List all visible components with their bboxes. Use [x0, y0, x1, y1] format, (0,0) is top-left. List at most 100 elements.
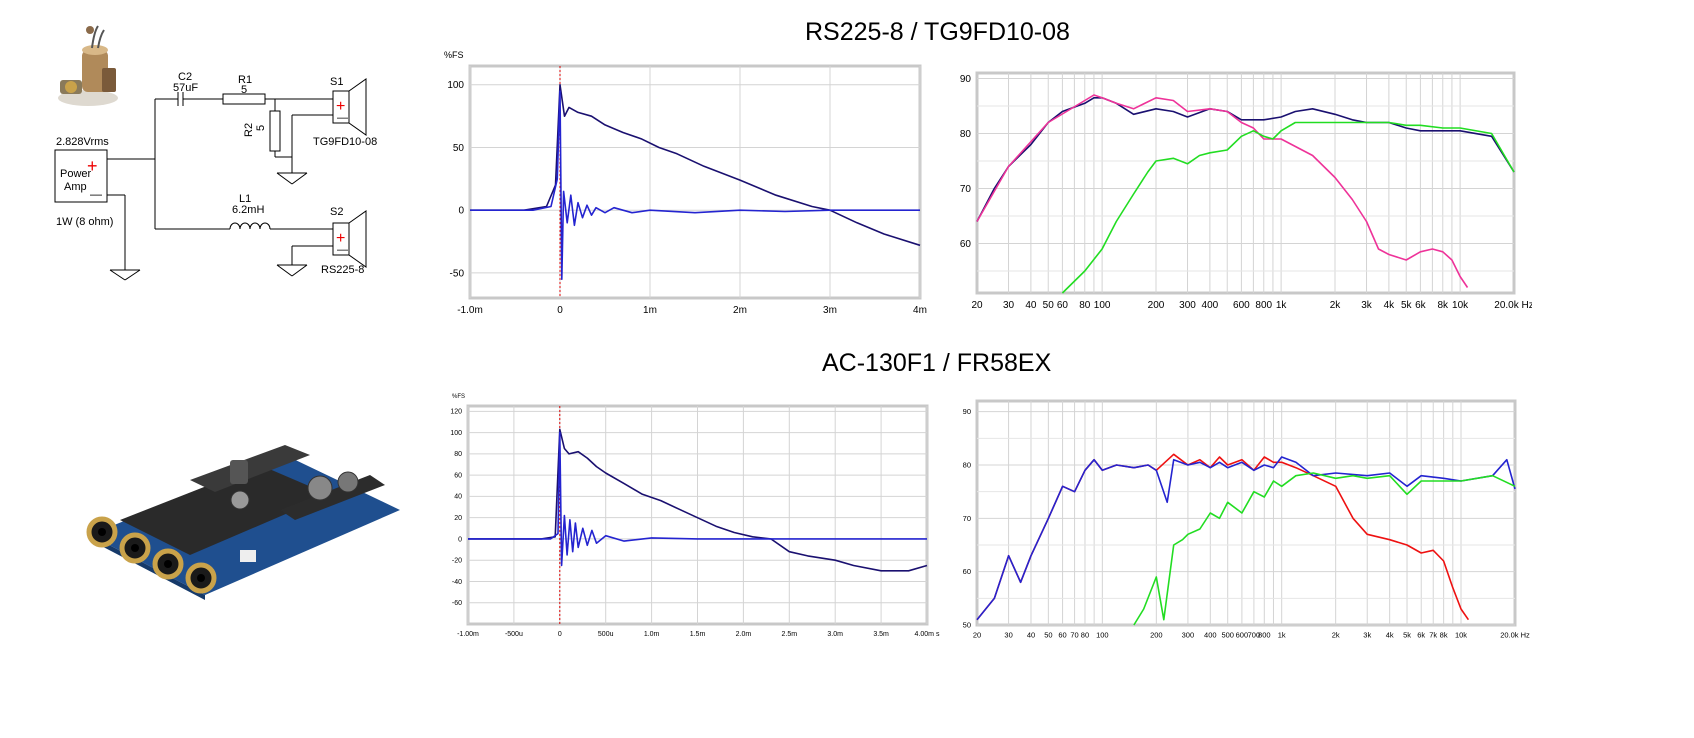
x-tick-label: 0 — [557, 305, 563, 316]
y-tick-label: 20 — [454, 515, 462, 522]
x-tick-label: 1k — [1276, 300, 1288, 311]
source-voltage-label: 2.828Vrms — [56, 136, 109, 148]
x-tick-label: 60 — [1058, 631, 1066, 640]
x-tick-label: -1.00m — [457, 631, 479, 638]
amp-label-2: Amp — [64, 181, 87, 193]
series-line-navy — [468, 428, 928, 572]
y-tick-label: 40 — [454, 494, 462, 501]
x-tick-label: 50 — [1043, 300, 1055, 311]
x-tick-label: 4.00m s — [915, 631, 940, 638]
x-tick-label: 8k — [1437, 300, 1449, 311]
x-tick-label: 100 — [1096, 631, 1109, 640]
l1-value-label: 6.2mH — [232, 204, 264, 216]
x-tick-label: 1.0m — [644, 631, 660, 638]
impulse-chart-top: -1.0m 0 1m 2m 3m 4m 100 50 0 -50 %FS — [440, 48, 935, 316]
x-tick-label: 200 — [1148, 300, 1165, 311]
r2-name-label: R2 — [243, 123, 255, 137]
y-tick-label: 0 — [458, 536, 462, 543]
x-tick-label: 700 — [1248, 631, 1261, 640]
x-tick-label: 500 — [1221, 631, 1234, 640]
s1-minus-sign: — — [337, 112, 348, 124]
s2-model-label: RS225-8 — [321, 264, 364, 276]
x-tick-label: 200 — [1150, 631, 1163, 640]
c2-value-label: 57uF — [173, 82, 198, 94]
x-tick-label: 2m — [733, 305, 747, 316]
x-tick-label: 5k — [1403, 631, 1411, 640]
x-tick-label: 3k — [1361, 300, 1373, 311]
x-tick-label: 10k — [1455, 631, 1467, 640]
y-tick-label: 70 — [960, 184, 972, 195]
y-tick-label: 90 — [963, 407, 971, 416]
x-tick-label: 5k — [1401, 300, 1413, 311]
x-tick-label: 3m — [823, 305, 837, 316]
x-tick-label: 500u — [598, 631, 614, 638]
r2-value-label: 5 — [255, 125, 267, 131]
frequency-chart-top: 20 30 40 50 60 80 100 200 300 400 600 800 1k 2k 3k 4k 5k… — [952, 65, 1534, 315]
r1-name-label: R1 — [238, 74, 252, 86]
x-tick-label: 2.0m — [736, 631, 752, 638]
y-tick-label: -20 — [452, 558, 462, 565]
x-tick-label: 2k — [1332, 631, 1340, 640]
x-tick-label: 300 — [1182, 631, 1195, 640]
plot-frame — [468, 64, 922, 300]
amp-minus-sign: — — [90, 187, 102, 201]
y-tick-label: 60 — [960, 239, 972, 250]
dsp-board-photo — [80, 440, 410, 600]
y-tick-label: 0 — [458, 206, 464, 217]
x-tick-label: 4k — [1386, 631, 1394, 640]
title-top: RS225-8 / TG9FD10-08 — [805, 18, 1070, 46]
frequency-chart-bottom: 20 30 40 50 60 70 80 100 200 300 400 500 600 700 800 1k… — [952, 393, 1532, 645]
y-tick-label: 100 — [450, 430, 462, 437]
impulse-chart-bottom: -1.00m -500u 0 500u 1.0m 1.5m 2.0m 2.5m 3.0m 3.5m… — [440, 388, 940, 644]
y-tick-label: -60 — [452, 600, 462, 607]
x-tick-label: 50 — [1044, 631, 1052, 640]
grid — [977, 73, 1514, 293]
x-tick-label: 800 — [1258, 631, 1271, 640]
x-tick-label: 1.5m — [690, 631, 706, 638]
crossover-components-photo — [52, 18, 124, 110]
y-tick-label: 50 — [963, 621, 971, 630]
s1-model-label: TG9FD10-08 — [313, 136, 377, 148]
x-tick-label: 20.0k Hz — [1500, 631, 1530, 640]
x-tick-label: 60 — [1057, 300, 1069, 311]
y-tick-label: -50 — [450, 268, 465, 279]
x-tick-label: -1.0m — [457, 305, 483, 316]
x-tick-label: 3k — [1363, 631, 1371, 640]
y-tick-label: 60 — [963, 567, 971, 576]
x-tick-label: 7k — [1429, 631, 1437, 640]
x-tick-label: 100 — [1094, 300, 1111, 311]
series-line-green — [1061, 121, 1515, 294]
l1-name-label: L1 — [239, 193, 251, 205]
series-line-green — [1133, 472, 1516, 626]
s1-plus-sign: + — [336, 98, 345, 115]
x-tick-label: 300 — [1179, 300, 1196, 311]
x-tick-label: 20 — [971, 300, 983, 311]
grid — [467, 406, 928, 624]
x-tick-label: 30 — [1003, 300, 1015, 311]
c2-name-label: C2 — [178, 71, 192, 83]
y-tick-label: 90 — [960, 74, 972, 85]
x-tick-label: 600 — [1233, 300, 1250, 311]
x-tick-label: 10k — [1452, 300, 1469, 311]
y-tick-label: 80 — [963, 461, 971, 470]
s2-name-label: S2 — [330, 206, 343, 218]
x-tick-label: 3.0m — [827, 631, 843, 638]
y-tick-label: 100 — [447, 80, 464, 91]
x-tick-label: 6k — [1415, 300, 1427, 311]
x-tick-label: 2.5m — [782, 631, 798, 638]
x-tick-label: 8k — [1440, 631, 1448, 640]
x-tick-label: -500u — [505, 631, 523, 638]
series-line-blue — [976, 456, 1516, 621]
y-tick-label: 80 — [960, 129, 972, 140]
y-tick-label: -40 — [452, 579, 462, 586]
x-tick-label: 80 — [1079, 300, 1091, 311]
x-tick-label: 4m — [913, 305, 927, 316]
x-tick-label: 40 — [1025, 300, 1037, 311]
y-tick-label: 60 — [454, 472, 462, 479]
y-axis-label: %FS — [452, 394, 465, 400]
amp-label-1: Power — [60, 168, 92, 180]
x-tick-label: 2k — [1330, 300, 1342, 311]
x-tick-label: 1k — [1278, 631, 1286, 640]
series-line-navy — [470, 84, 921, 247]
series-line-blue — [470, 90, 920, 280]
